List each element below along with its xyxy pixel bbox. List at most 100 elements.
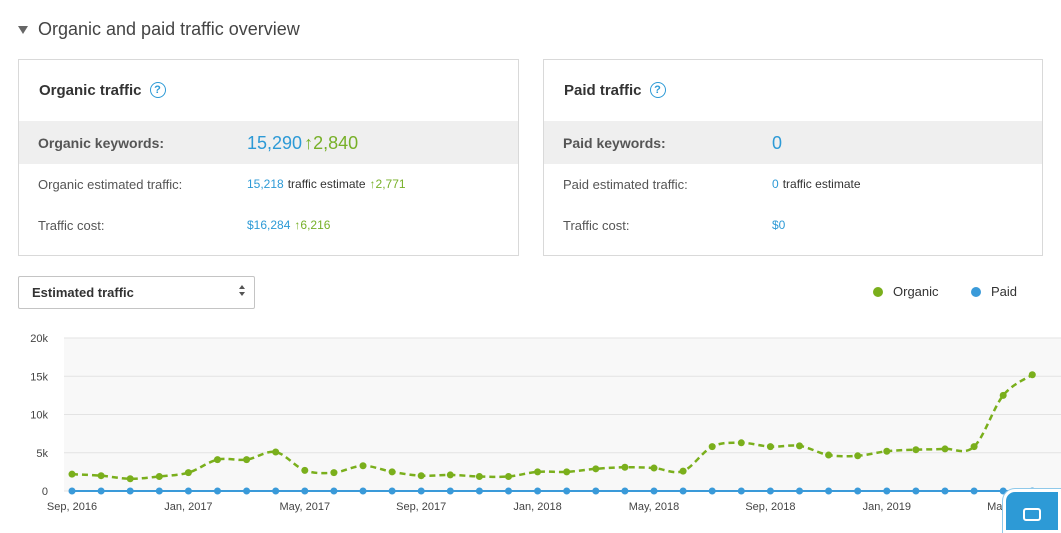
y-tick-label: 0 [42, 486, 48, 498]
organic-cost-label: Traffic cost: [38, 217, 105, 233]
paid-panel-title: Paid traffic [564, 81, 642, 99]
organic-keywords-row-bg [19, 121, 518, 164]
data-point-organic [1028, 371, 1036, 379]
data-point-paid [854, 487, 862, 495]
organic-cost-row: Traffic cost: $16,284 ↑6,216 [38, 216, 508, 234]
section-title: Organic and paid traffic overview [38, 18, 300, 39]
legend-organic-dot-icon [873, 286, 883, 297]
data-point-paid [272, 487, 280, 495]
data-point-paid [737, 487, 745, 495]
x-tick-label: May, 2017 [280, 501, 331, 513]
data-point-organic [417, 472, 425, 480]
data-point-paid [388, 487, 396, 495]
select-arrows-icon [239, 285, 245, 296]
x-tick-label: Jan, 2019 [863, 501, 911, 513]
organic-traffic-label: Organic estimated traffic: [38, 176, 183, 192]
y-tick-label: 20k [30, 333, 48, 345]
data-point-paid [155, 487, 163, 495]
y-tick-label: 15k [30, 371, 48, 383]
collapse-triangle-icon [18, 25, 28, 34]
data-point-paid [796, 487, 803, 495]
data-point-organic [766, 443, 774, 451]
data-point-organic [330, 469, 338, 477]
organic-traffic-change: ↑2,771 [369, 177, 406, 191]
data-point-organic [301, 466, 309, 474]
data-point-organic [155, 472, 163, 480]
data-point-organic [505, 472, 512, 480]
data-point-paid [243, 487, 251, 495]
organic-cost-value[interactable]: $16,284 [247, 218, 291, 232]
paid-traffic-row: Paid estimated traffic: 0 traffic estima… [563, 175, 1032, 193]
data-point-paid [330, 487, 338, 495]
organic-traffic-note: traffic estimate [287, 177, 366, 191]
data-point-organic [214, 456, 221, 464]
data-point-paid [708, 487, 716, 495]
paid-traffic-panel: Paid traffic ? Paid keywords: 0 Paid est… [543, 59, 1043, 256]
legend-organic-label: Organic [893, 284, 939, 299]
data-point-paid [650, 487, 658, 495]
data-point-paid [941, 487, 949, 495]
data-point-organic [97, 472, 105, 480]
data-point-organic [999, 391, 1007, 399]
x-tick-label: May, 2018 [629, 501, 680, 513]
data-point-paid [126, 487, 134, 495]
organic-panel-header: Organic traffic ? [39, 80, 166, 100]
data-point-organic [126, 475, 134, 483]
chat-widget-button[interactable] [1003, 489, 1061, 533]
data-point-organic [359, 462, 367, 470]
data-point-organic [592, 465, 600, 473]
traffic-line-chart: 0 5k 10k 15k 20k Sep, 2016 Jan, 2017 May, 2017 S… [30, 333, 1061, 513]
data-point-paid [592, 487, 600, 495]
x-tick-label: Sep, 2017 [396, 501, 446, 513]
data-point-paid [417, 487, 425, 495]
organic-keywords-label: Organic keywords: [38, 135, 165, 151]
data-point-paid [912, 487, 920, 495]
data-point-organic [854, 452, 862, 460]
data-point-organic [68, 470, 76, 478]
organic-help-icon[interactable]: ? [149, 82, 166, 98]
legend-item-organic[interactable]: Organic [873, 284, 939, 299]
paid-keywords-row: Paid keywords: 0 [563, 131, 1032, 155]
data-point-organic [825, 451, 833, 459]
data-point-paid [475, 487, 483, 495]
data-point-paid [883, 487, 891, 495]
data-point-paid [534, 487, 542, 495]
metric-select[interactable]: Estimated traffic [18, 276, 255, 309]
data-point-paid [621, 487, 629, 495]
data-point-paid [301, 487, 309, 495]
x-tick-label: Sep, 2018 [745, 501, 795, 513]
organic-traffic-row: Organic estimated traffic: 15,218 traffi… [38, 175, 508, 193]
paid-help-icon[interactable]: ? [649, 82, 666, 98]
data-point-organic [534, 468, 542, 476]
x-tick-label: Jan, 2017 [164, 501, 212, 513]
organic-panel-title: Organic traffic [39, 81, 142, 99]
organic-cost-change: ↑6,216 [294, 218, 331, 232]
organic-keywords-row: Organic keywords: 15,290 ↑2,840 [38, 131, 508, 155]
data-point-paid [97, 487, 105, 495]
data-point-organic [272, 448, 280, 456]
data-point-paid [68, 487, 76, 495]
data-point-organic [737, 439, 745, 447]
data-point-paid [825, 487, 833, 495]
data-point-organic [650, 464, 658, 472]
data-point-organic [941, 445, 949, 453]
organic-traffic-value[interactable]: 15,218 [247, 177, 284, 191]
organic-keywords-change: ↑2,840 [304, 132, 359, 153]
data-point-paid [214, 487, 221, 495]
paid-panel-header: Paid traffic ? [564, 80, 666, 100]
legend-item-paid[interactable]: Paid [971, 284, 1017, 299]
data-point-organic [883, 447, 891, 455]
data-point-organic [475, 472, 483, 480]
organic-keywords-value[interactable]: 15,290 [247, 132, 303, 153]
data-point-paid [184, 487, 192, 495]
paid-traffic-value[interactable]: 0 [772, 177, 779, 191]
section-toggle[interactable]: Organic and paid traffic overview [18, 17, 300, 41]
paid-keywords-row-bg [544, 121, 1042, 164]
paid-keywords-value[interactable]: 0 [772, 132, 783, 153]
paid-cost-value[interactable]: $0 [772, 218, 786, 232]
data-point-paid [505, 487, 512, 495]
data-point-organic [563, 468, 571, 476]
legend-paid-dot-icon [971, 286, 981, 297]
data-point-organic [708, 443, 716, 451]
data-point-organic [184, 469, 192, 477]
